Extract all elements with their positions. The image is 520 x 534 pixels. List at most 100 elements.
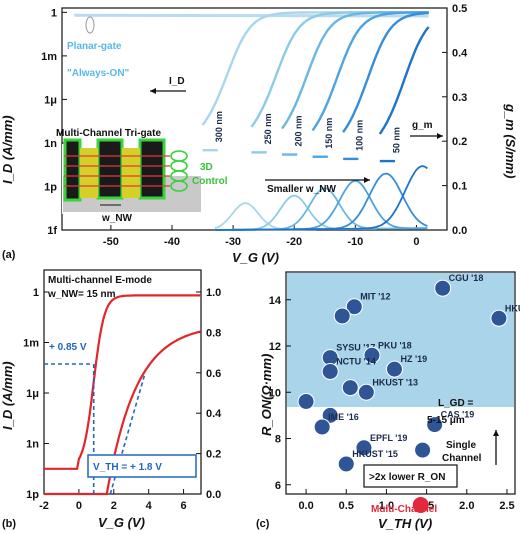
wnw-curve-label: 150 nm (324, 118, 334, 149)
panel-c-y-tick-label: 10 (269, 387, 281, 399)
panel-c-y-tick-label: 12 (269, 341, 281, 353)
panel-c-y-tick-label: 8 (275, 434, 281, 446)
single-channel-region (287, 273, 514, 407)
point-label: PKU '18 (378, 340, 412, 350)
wnw-curve-label: 50 nm (391, 127, 401, 153)
vth-callout-box (87, 454, 197, 478)
single-channel-point (333, 307, 351, 325)
id-curve (342, 11, 429, 133)
gm-arrow-head (437, 133, 443, 139)
panel-c-y-tick-label: 6 (275, 480, 281, 492)
id-arrow-label: I_D (169, 76, 185, 87)
panel-b-left-tick-label: 1p (26, 489, 39, 501)
panel-b-x-tick-label: 2 (111, 500, 117, 512)
panel-a-left-tick-label: 1f (47, 225, 57, 237)
3d-control-label-1: 3D (200, 162, 213, 173)
panel-b-title: Multi-channel E-mode (48, 275, 152, 286)
single-channel-point (363, 346, 381, 364)
single-channel-arrow-head (493, 430, 499, 436)
panel-b-left-tick-label: 1n (26, 439, 39, 451)
panel-c-x-tick-label: 0.0 (298, 500, 313, 512)
panel-a-right-axis-title: g_m (S/mm) (503, 103, 518, 178)
panel-b: -2 0 2 4 6 1 1m 1μ 1n 1p 1.0 0.8 0.6 0.4 0.2 0.0 Mult… (0, 269, 222, 530)
panel-b-right-tick-label: 0.0 (206, 489, 221, 501)
panel-c-x-tick-label: 1.0 (379, 500, 394, 512)
single-channel-point (297, 393, 315, 410)
panel-a-label: (a) (2, 249, 16, 261)
id-arrow-head (150, 88, 156, 94)
panel-a-x-tick-label: -40 (164, 236, 180, 248)
single-channel-point (414, 441, 432, 459)
single-channel-label-2: Channel (442, 453, 482, 464)
gm-arrow-label: g_m (412, 120, 433, 131)
panel-a-left-tick-label: 1 (51, 7, 57, 19)
lower-ron-label: >2x lower R_ON (369, 472, 445, 483)
panel-c-x-tick-label: 0.5 (339, 500, 354, 512)
smaller-wnw-label: Smaller w_NW (267, 184, 336, 195)
schematic-fin-2 (96, 138, 124, 200)
panel-b-right-tick-label: 1.0 (206, 287, 221, 299)
panel-a: -50 -40 -30 -20 -10 0 1 1m 1μ 1n 1p 1f 0.5 0.4 0.3 0.… (0, 3, 518, 265)
point-label: NCTU '14 (336, 356, 376, 366)
single-channel-label-1: Single (446, 440, 476, 451)
panel-c-x-tick-label: 2.0 (459, 500, 474, 512)
wnw-curve-label: 300 nm (214, 111, 224, 142)
panel-b-right-tick-label: 0.2 (206, 449, 221, 461)
planar-curve-marker (85, 16, 95, 34)
schematic-fin-3 (138, 138, 166, 200)
panel-b-label: (b) (2, 518, 16, 530)
point-label: HKUST '15 (352, 449, 398, 459)
3d-control-label-2: Control (192, 176, 228, 187)
panel-a-right-tick-label: 0.1 (452, 181, 467, 193)
wnw-label: w_NW (101, 213, 133, 224)
point-label: IME '16 (328, 412, 359, 422)
panel-a-left-tick-label: 1m (41, 51, 57, 63)
panel-b-x-tick-label: -2 (39, 500, 49, 512)
wnw-curve-label: 250 nm (263, 113, 273, 144)
panel-a-right-tick-label: 0.4 (452, 47, 468, 59)
panel-a-right-tick-label: 0.5 (452, 3, 467, 15)
panel-c-y-tick-label: 14 (269, 295, 282, 307)
panel-a-left-tick-label: 1p (44, 181, 57, 193)
panel-c-label: (c) (256, 518, 270, 530)
wnw-curve-label: 100 nm (355, 120, 365, 151)
point-label: HKUST '13 (372, 377, 418, 387)
panel-b-right-tick-label: 0.4 (206, 408, 222, 420)
single-channel-point (357, 383, 375, 401)
panel-b-x-tick-label: 4 (146, 500, 153, 512)
panel-b-x-axis-title: V_G (V) (98, 515, 145, 530)
panel-a-right-tick-label: 0.0 (452, 225, 467, 237)
panel-b-left-axis-title: I_D (A/mm) (0, 361, 15, 430)
panel-a-left-tick-label: 1μ (44, 94, 57, 106)
panel-a-right-tick-label: 0.3 (452, 92, 467, 104)
panel-c-y-axis-title: R_ON(Ω·mm) (259, 354, 274, 436)
point-label: EPFL '19 (370, 433, 408, 443)
schematic-fin-1 (63, 138, 82, 202)
single-channel-point (345, 298, 363, 316)
planar-gate-label: Planar-gate (67, 41, 122, 52)
panel-a-x-tick-label: 0 (413, 236, 419, 248)
point-label: CAS '19 (441, 410, 475, 420)
vth-label: V_TH = + 1.8 V (93, 462, 162, 473)
panel-b-left-tick-label: 1m (23, 338, 39, 350)
single-channel-point (337, 455, 355, 473)
point-label: HZ '19 (400, 354, 427, 364)
panel-a-x-tick-label: -20 (286, 236, 302, 248)
single-channel-point (426, 416, 444, 434)
lgd-label-1: L_GD = (438, 398, 473, 409)
lgd-label-2: 5-15 μm (427, 415, 465, 426)
panel-a-x-tick-label: -10 (347, 236, 363, 248)
schematic-3d-control-loops (170, 150, 188, 192)
single-channel-point (321, 406, 339, 424)
id-curve (311, 11, 429, 132)
single-channel-point (490, 309, 508, 327)
panel-b-x-tick-label: 6 (180, 500, 186, 512)
panel-a-x-tick-label: -30 (225, 236, 241, 248)
single-channel-point (355, 439, 373, 457)
panel-b-left-tick-label: 1μ (26, 388, 39, 400)
planar-gate-curve (74, 13, 429, 18)
multi-channel-point (412, 497, 429, 513)
panel-b-left-tick-label: 1 (33, 287, 39, 299)
